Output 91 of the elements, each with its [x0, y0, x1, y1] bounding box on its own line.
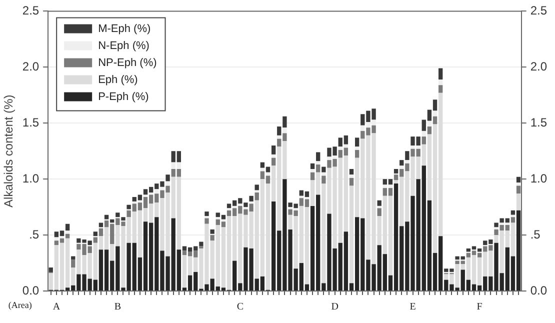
- y2-tick-label: 1.5: [530, 115, 548, 130]
- y-axis-title: Alkaloids content (%): [2, 94, 16, 208]
- bar: [310, 172, 315, 180]
- y-tick-label: 1.5: [22, 115, 40, 130]
- bar: [254, 192, 259, 200]
- bar: [204, 218, 209, 224]
- x-tick-label: B: [114, 302, 122, 313]
- bar: [349, 169, 354, 175]
- bar: [322, 176, 326, 184]
- bar: [210, 235, 214, 241]
- bar: [516, 186, 521, 194]
- bar: [349, 178, 354, 186]
- bar: [121, 217, 126, 220]
- x-tick-label: F: [476, 302, 483, 313]
- y-tick-label: 2.0: [22, 59, 40, 74]
- bar: [405, 160, 410, 164]
- bar: [322, 166, 326, 172]
- bar: [377, 200, 382, 206]
- y-tick-label: 0.0: [22, 283, 40, 298]
- bar: [354, 150, 360, 158]
- legend-label: P-Eph (%): [98, 91, 149, 104]
- legend-label: Eph (%): [98, 74, 138, 86]
- bar: [422, 136, 426, 144]
- bar: [316, 152, 320, 162]
- bar: [516, 182, 521, 186]
- bar: [98, 222, 104, 228]
- bar: [516, 176, 521, 182]
- x-axis-title: (Area): [8, 300, 32, 310]
- bar: [310, 169, 315, 172]
- y2-tick-label: 0.0: [530, 283, 548, 298]
- bar: [166, 181, 170, 186]
- bar: [349, 174, 354, 178]
- bar: [277, 135, 282, 139]
- bar: [204, 212, 209, 216]
- bar: [516, 194, 521, 210]
- y2-tick-label: .5: [530, 227, 541, 242]
- x-tick-label: C: [236, 302, 244, 313]
- y2-tick-label: 1.0: [530, 171, 548, 186]
- bar: [271, 154, 276, 158]
- bar: [510, 217, 516, 223]
- bar: [400, 166, 404, 170]
- bar: [93, 237, 98, 243]
- bar: [438, 68, 443, 80]
- bar: [98, 228, 104, 236]
- bar: [494, 222, 498, 228]
- y2-tick-label: 2.5: [530, 4, 548, 18]
- x-tick-label: A: [52, 302, 61, 313]
- bar: [427, 126, 432, 134]
- bar: [438, 85, 443, 93]
- bar: [104, 214, 109, 220]
- bar: [271, 146, 276, 154]
- bar: [354, 146, 360, 150]
- bar: [432, 116, 438, 124]
- x-tick-label: D: [331, 302, 338, 313]
- bar: [405, 151, 410, 160]
- legend-label: M-Eph (%): [98, 23, 151, 36]
- bar: [310, 163, 315, 170]
- bar: [316, 164, 320, 172]
- bar: [510, 210, 516, 215]
- bar: [438, 79, 443, 86]
- bar: [71, 260, 76, 268]
- bar: [400, 160, 404, 166]
- y-tick-label: .5: [29, 227, 40, 242]
- bar: [210, 229, 214, 234]
- bar: [116, 212, 120, 218]
- y-tick-label: 1.0: [22, 171, 40, 186]
- bar: [432, 110, 438, 116]
- y-tick-label: 2.5: [22, 4, 40, 18]
- bar: [65, 230, 70, 234]
- x-tick-label: E: [410, 302, 416, 313]
- bar: [249, 196, 254, 202]
- bar: [316, 161, 320, 165]
- bar: [126, 204, 131, 210]
- bar: [322, 172, 326, 176]
- bar: [65, 224, 70, 231]
- bar: [354, 138, 360, 147]
- bar: [394, 169, 398, 174]
- bar: [93, 232, 98, 236]
- bar: [199, 242, 204, 246]
- bar: [48, 267, 53, 272]
- y2-tick-label: 2.0: [530, 59, 548, 74]
- bar: [166, 174, 170, 182]
- legend-label: N-Eph (%): [98, 40, 150, 52]
- legend-label: NP-Eph (%): [98, 57, 157, 70]
- bar: [422, 130, 426, 137]
- bar: [65, 234, 70, 238]
- bar: [282, 128, 287, 134]
- bar: [377, 208, 382, 216]
- bar: [254, 184, 259, 190]
- bar: [249, 201, 254, 204]
- bar: [271, 158, 276, 166]
